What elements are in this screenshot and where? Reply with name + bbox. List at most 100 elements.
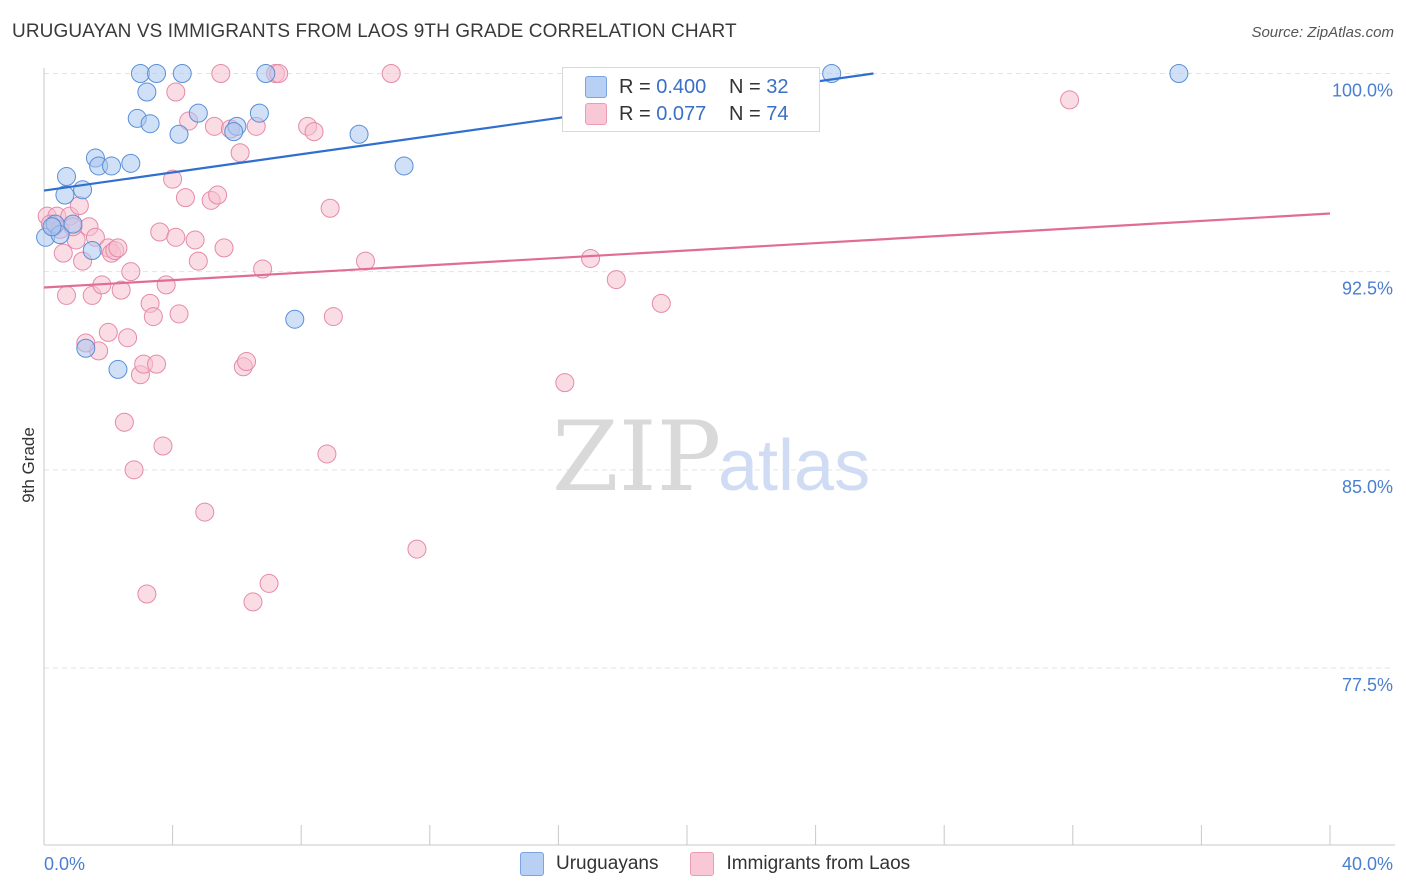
bottom-legend-label-laos: Immigrants from Laos: [726, 853, 911, 874]
point-uruguayans: [57, 167, 77, 187]
point-laos: [214, 238, 234, 258]
point-laos: [143, 307, 163, 327]
point-laos: [153, 436, 173, 456]
point-laos: [651, 293, 671, 313]
point-laos: [237, 351, 257, 371]
bottom-legend-swatch-uruguayans: [520, 852, 544, 876]
y-tick-label: 100.0%: [1332, 80, 1393, 100]
point-laos: [166, 82, 186, 102]
y-tick-label: 85.0%: [1342, 477, 1393, 497]
point-uruguayans: [172, 63, 192, 83]
legend-r-uruguayans: R = 0.400: [619, 75, 707, 98]
point-uruguayans: [169, 124, 189, 144]
point-laos: [606, 270, 626, 290]
point-laos: [108, 238, 128, 258]
point-uruguayans: [63, 214, 83, 234]
legend-swatch-laos: [585, 103, 607, 125]
point-laos: [137, 584, 157, 604]
legend-r-laos: R = 0.077: [619, 102, 707, 125]
legend-row-uruguayans: R = 0.400 N = 32: [585, 74, 789, 100]
x-tick-label: 0.0%: [44, 854, 85, 874]
point-laos: [111, 280, 131, 300]
point-uruguayans: [224, 122, 244, 142]
bottom-legend-uruguayans: Uruguayans: [520, 852, 658, 876]
point-laos: [114, 412, 134, 432]
watermark: ZIP atlas: [552, 401, 870, 513]
point-laos: [320, 198, 340, 218]
point-laos: [118, 328, 138, 348]
tick-labels: 100.0% 92.5% 85.0% 77.5% 0.0% 40.0%: [44, 80, 1393, 874]
point-laos: [204, 116, 224, 136]
point-uruguayans: [130, 63, 150, 83]
legend-swatch-uruguayans: [585, 76, 607, 98]
bottom-legend-laos: Immigrants from Laos: [690, 852, 910, 876]
point-uruguayans: [285, 309, 305, 329]
point-laos: [188, 251, 208, 271]
series-uruguayans-points: [36, 63, 1189, 379]
point-laos: [156, 275, 176, 295]
point-laos: [175, 188, 195, 208]
point-laos: [163, 169, 183, 189]
point-uruguayans: [349, 124, 369, 144]
chart-title: URUGUAYAN VS IMMIGRANTS FROM LAOS 9TH GR…: [12, 21, 737, 42]
point-laos: [323, 307, 343, 327]
legend-row-laos: R = 0.077 N = 74: [585, 101, 789, 127]
bottom-legend-label-uruguayans: Uruguayans: [556, 853, 659, 874]
bottom-legend: Uruguayans Immigrants from Laos: [520, 852, 942, 876]
point-laos: [53, 243, 73, 263]
point-uruguayans: [147, 63, 167, 83]
x-tick-label: 40.0%: [1342, 854, 1393, 874]
point-uruguayans: [394, 156, 414, 176]
axes: [43, 68, 1395, 846]
point-laos: [166, 227, 186, 247]
point-uruguayans: [137, 82, 157, 102]
point-laos: [1060, 90, 1080, 110]
bottom-legend-swatch-laos: [690, 852, 715, 876]
point-uruguayans: [249, 103, 269, 123]
point-laos: [555, 373, 575, 393]
point-laos: [317, 444, 337, 464]
point-uruguayans: [140, 114, 160, 134]
stats-legend: R = 0.400 N = 32 R = 0.077 N = 74: [562, 67, 820, 132]
point-laos: [381, 63, 401, 83]
point-laos: [253, 259, 273, 279]
point-laos: [150, 222, 170, 242]
point-laos: [169, 304, 189, 324]
point-uruguayans: [108, 359, 128, 379]
watermark-atlas: atlas: [718, 426, 870, 506]
point-laos: [243, 592, 263, 612]
point-uruguayans: [188, 103, 208, 123]
trend-line-laos: [43, 212, 1331, 289]
series-laos-points: [37, 63, 1080, 612]
point-laos: [124, 460, 144, 480]
point-laos: [185, 230, 205, 250]
y-tick-label: 77.5%: [1342, 675, 1393, 695]
point-uruguayans: [121, 153, 141, 173]
point-laos: [581, 248, 601, 268]
source-label: Source: ZipAtlas.com: [1251, 24, 1394, 41]
legend-n-uruguayans: N = 32: [729, 75, 789, 98]
point-uruguayans: [55, 185, 75, 205]
point-uruguayans: [1169, 63, 1189, 83]
y-axis-label: 9th Grade: [19, 427, 38, 503]
point-uruguayans: [102, 156, 122, 176]
point-uruguayans: [256, 63, 276, 83]
point-laos: [98, 322, 118, 342]
point-laos: [121, 262, 141, 282]
watermark-zip: ZIP: [552, 401, 721, 513]
point-laos: [407, 539, 427, 559]
point-laos: [208, 185, 228, 205]
point-laos: [211, 63, 231, 83]
point-uruguayans: [82, 241, 102, 261]
point-uruguayans: [76, 338, 96, 358]
point-laos: [147, 354, 167, 374]
point-uruguayans: [42, 217, 62, 237]
point-laos: [356, 251, 375, 271]
y-tick-label: 92.5%: [1342, 279, 1393, 299]
point-laos: [259, 573, 279, 593]
point-laos: [230, 143, 250, 163]
point-laos: [57, 285, 77, 305]
legend-n-laos: N = 74: [729, 102, 789, 125]
point-laos: [304, 122, 324, 142]
